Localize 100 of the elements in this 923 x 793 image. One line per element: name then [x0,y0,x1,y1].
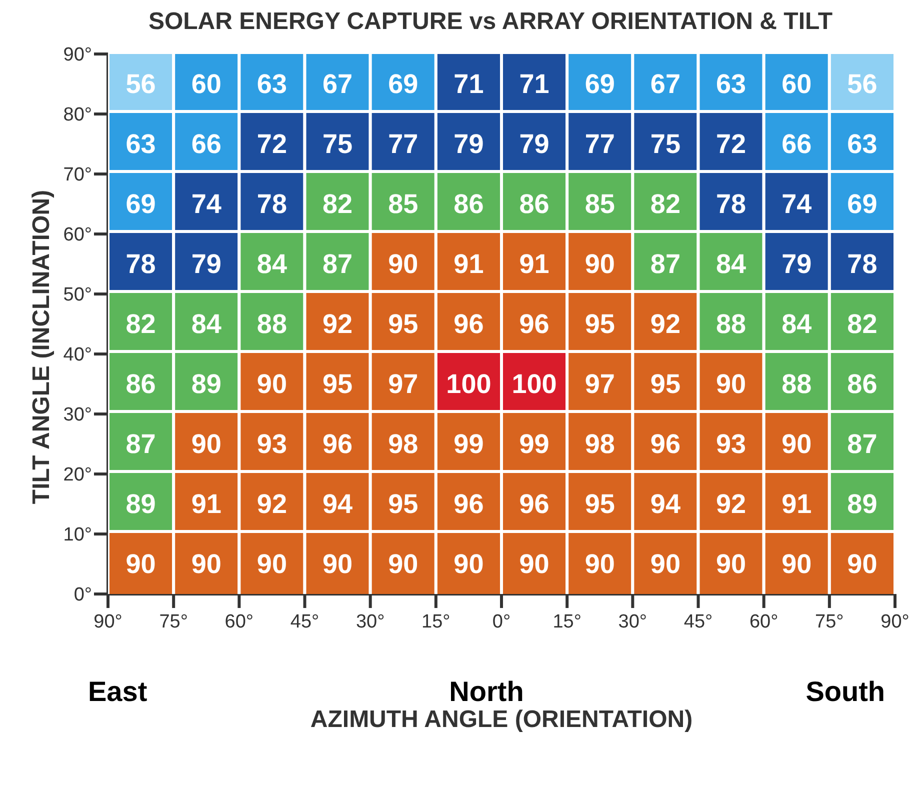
data-label: 90 [584,549,615,579]
data-label: 88 [256,309,287,339]
chart-title: SOLAR ENERGY CAPTURE vs ARRAY ORIENTATION & TILT [147,8,834,36]
data-label: 93 [256,429,287,459]
data-label: 67 [650,69,680,99]
data-label: 90 [782,549,812,579]
data-label: 89 [191,369,222,399]
data-label: 100 [446,369,492,399]
data-label: 99 [454,429,484,459]
y-tick-label: 40° [63,344,92,366]
y-tick-label: 20° [63,464,92,486]
text: South [806,676,885,708]
data-label: 90 [191,429,222,459]
data-label: 92 [716,489,746,519]
x-axis-title: AZIMUTH ANGLE (ORIENTATION) [309,706,694,734]
data-label: 90 [191,549,222,579]
data-label: 90 [716,369,746,399]
y-tick-label: 80° [63,104,92,126]
data-label: 88 [782,369,812,399]
text: North [449,676,524,708]
x-tick-label: 75° [815,611,844,632]
x-tick-label: 90° [880,611,910,632]
y-tick-label: 60° [63,224,92,246]
x-tick-label: 45° [290,611,320,632]
data-label: 72 [716,129,746,159]
data-label: 85 [388,189,418,219]
data-label: 79 [191,249,222,279]
data-label: 90 [650,549,680,579]
data-label: 95 [650,369,680,399]
data-label: 63 [126,129,156,159]
data-label: 95 [584,489,615,519]
data-label: 60 [782,69,812,99]
data-label: 98 [584,429,615,459]
data-label: 96 [322,429,353,459]
data-label: 84 [716,249,746,279]
data-label: 96 [519,309,550,339]
data-label: 87 [322,249,353,279]
data-label: 69 [847,189,878,219]
data-label: 56 [126,69,156,99]
data-label: 82 [847,309,878,339]
data-label: 95 [388,309,418,339]
data-label: 90 [126,549,156,579]
data-label: 79 [782,249,812,279]
data-label: 92 [322,309,353,339]
data-label: 87 [847,429,878,459]
data-label: 96 [519,489,550,519]
data-label: 71 [519,69,550,99]
data-label: 67 [322,69,353,99]
data-label: 72 [256,129,287,159]
data-label: 90 [256,549,287,579]
data-label: 95 [584,309,615,339]
data-label: 92 [256,489,287,519]
x-tick-label: 60° [749,611,778,632]
data-label: 63 [847,129,878,159]
data-label: 95 [322,369,353,399]
data-label: 94 [322,489,353,519]
data-label: 90 [454,549,484,579]
data-label: 99 [519,429,550,459]
text: East [88,676,148,708]
data-label: 69 [388,69,418,99]
x-tick-label: 75° [159,611,188,632]
data-label: 60 [191,69,222,99]
data-label: 90 [388,249,418,279]
data-label: 91 [191,489,222,519]
data-label: 69 [126,189,156,219]
data-label: 56 [847,69,878,99]
data-label: 87 [650,249,680,279]
data-label: 82 [126,309,156,339]
x-tick-label: 15° [552,611,582,632]
data-label: 89 [847,489,878,519]
data-label: 84 [191,309,222,339]
data-label: 75 [322,129,353,159]
data-label: 97 [584,369,615,399]
y-tick-label: 50° [63,284,92,306]
x-tick-label: 90° [94,611,122,632]
x-tick-label: 45° [684,611,713,632]
data-label: 91 [519,249,550,279]
data-label: 78 [847,249,878,279]
data-label: 90 [782,429,812,459]
data-label: 90 [716,549,746,579]
data-label: 84 [256,249,287,279]
data-label: 74 [191,189,222,219]
y-tick-label: 70° [63,164,92,186]
data-label: 98 [388,429,418,459]
data-label: 96 [454,309,484,339]
data-label: 85 [584,189,615,219]
data-label: 96 [454,489,484,519]
data-label: 89 [126,489,156,519]
data-label: 90 [322,549,353,579]
data-label: 91 [782,489,812,519]
data-label: 93 [716,429,746,459]
data-label: 87 [126,429,156,459]
data-label: 86 [454,189,484,219]
y-tick-label: 10° [63,524,92,546]
data-label: 66 [191,129,222,159]
data-label: 78 [256,189,287,219]
y-tick-label: 90° [63,44,92,66]
data-label: 91 [454,249,484,279]
data-label: 97 [388,369,418,399]
data-label: 90 [519,549,550,579]
